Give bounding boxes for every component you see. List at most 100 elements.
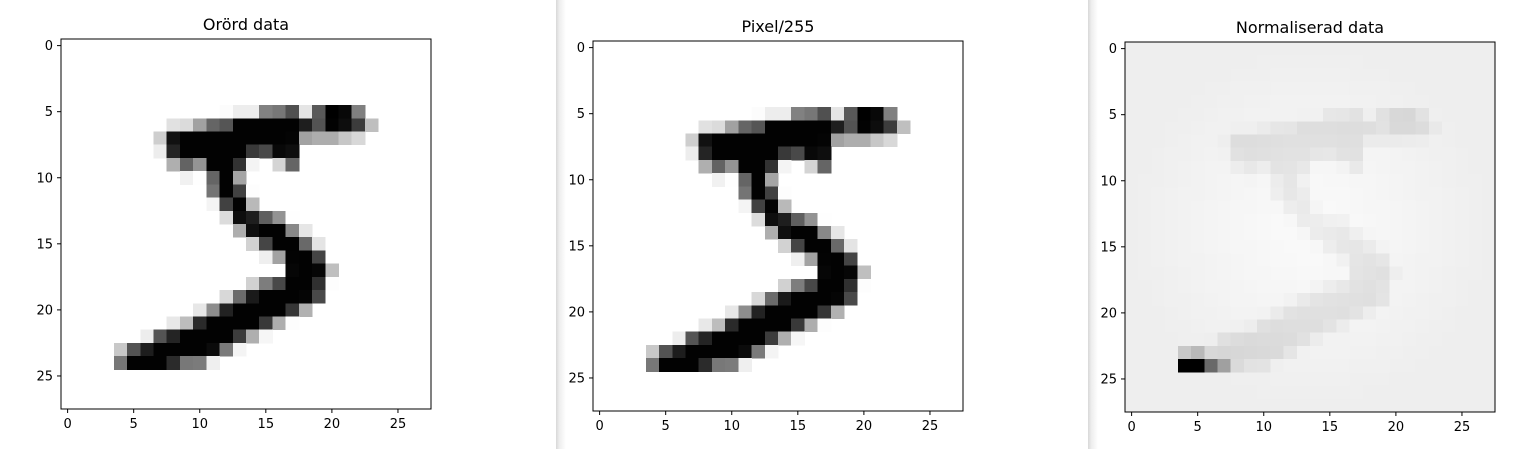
pixel-cell [1217,200,1232,215]
pixel-cell [1428,385,1443,400]
pixel-cell [1442,147,1456,162]
pixel-cell [1310,81,1324,96]
pixel-cell [1191,345,1205,360]
pixel-cell [1151,293,1166,307]
pixel-cell [1204,108,1218,122]
pixel-cell [1164,240,1179,254]
pixel-cell [817,120,832,134]
pixel-cell [1362,147,1377,162]
pixel-cell [1310,359,1324,373]
pixel-cell [857,265,871,280]
pixel-cell [1296,160,1311,175]
pixel-cell [778,159,792,174]
pixel-cell [1243,227,1258,241]
pixel-cell [1270,68,1284,83]
pixel-cell [1468,319,1483,334]
chart-title: Orörd data [203,15,289,34]
pixel-cell [1191,319,1205,334]
pixel-cell [1204,359,1218,373]
axes-frame [592,40,964,412]
x-tick-label: 0 [1127,420,1135,435]
pixel-cell [1270,385,1284,400]
pixel-cell [1230,174,1245,188]
pixel-cell [1376,345,1390,360]
pixel-cell [1230,55,1245,69]
pixel-cell [1177,108,1192,122]
pixel-cell [219,157,234,172]
pixel-cell [1125,187,1139,201]
pixel-cell [844,107,858,121]
pixel-cell [1243,279,1258,294]
pixel-cell [1257,293,1271,307]
pixel-cell [698,358,713,372]
pixel-cell [1164,147,1179,162]
pixel-cell [1362,319,1377,334]
pixel-cell [1349,68,1364,83]
pixel-cell [804,278,819,293]
pixel-cell [1362,359,1377,373]
pixel-cell [1257,332,1271,347]
pixel-cell [1415,372,1430,386]
pixel-cell [1402,108,1417,122]
pixel-cell [672,358,686,372]
pixel-cell [166,329,181,344]
pixel-cell [1191,385,1205,400]
pixel-cell [1164,227,1179,241]
pixel-cell [1389,279,1403,294]
x-tick-label: 5 [662,419,670,434]
pixel-cell [1257,187,1271,201]
pixel-cell [1349,359,1364,373]
pixel-cell [1349,42,1364,56]
pixel-cell [246,118,260,132]
pixel-cell [1402,68,1417,83]
pixel-cell [711,318,726,333]
x-tick-label: 10 [723,419,740,434]
pixel-cell [1270,279,1284,294]
pixel-cell [1296,68,1311,83]
pixel-cell [1376,372,1390,386]
pixel-cell [791,107,805,121]
pixel-cell [1402,293,1417,307]
pixel-cell [1428,279,1443,294]
pixel-cell [1243,240,1258,254]
pixel-cell [1402,213,1417,228]
pixel-cell [1481,253,1496,268]
pixel-cell [1376,306,1390,320]
pixel-cell [1230,227,1245,241]
pixel-cell [1442,345,1456,360]
pixel-cell [883,133,898,148]
pixel-cell [1283,240,1298,254]
pixel-cell [844,278,858,293]
pixel-cell [1283,359,1298,373]
pixel-cell [844,120,858,134]
pixel-cell [1310,160,1324,175]
pixel-cell [1362,55,1377,69]
pixel-cell [166,157,181,172]
pixel-cell [153,342,168,357]
pixel-cell [113,342,128,357]
pixel-cell [1177,240,1192,254]
pixel-cell [1336,81,1351,96]
pixel-cell [1138,55,1152,69]
pixel-cell [751,305,766,319]
pixel-cell [1468,266,1483,281]
pixel-cell [246,316,260,331]
pixel-cell [193,356,207,370]
pixel-cell [1442,266,1456,281]
pixel-cell [751,199,766,214]
pixel-cell [1323,147,1337,162]
pixel-cell [830,133,845,148]
pixel-cell [1442,279,1456,294]
pixel-cell [1191,134,1205,149]
pixel-cell [1402,332,1417,347]
pixel-cell [1217,108,1232,122]
pixel-cell [1402,121,1417,135]
pixel-cell [1349,345,1364,360]
pixel-cell [1428,266,1443,281]
pixel-cell [1257,372,1271,386]
pixel-cell [1151,81,1166,96]
pixel-cell [725,358,739,372]
pixel-cell [1151,279,1166,294]
pixel-cell [1323,227,1337,241]
pixel-cell [725,331,739,346]
